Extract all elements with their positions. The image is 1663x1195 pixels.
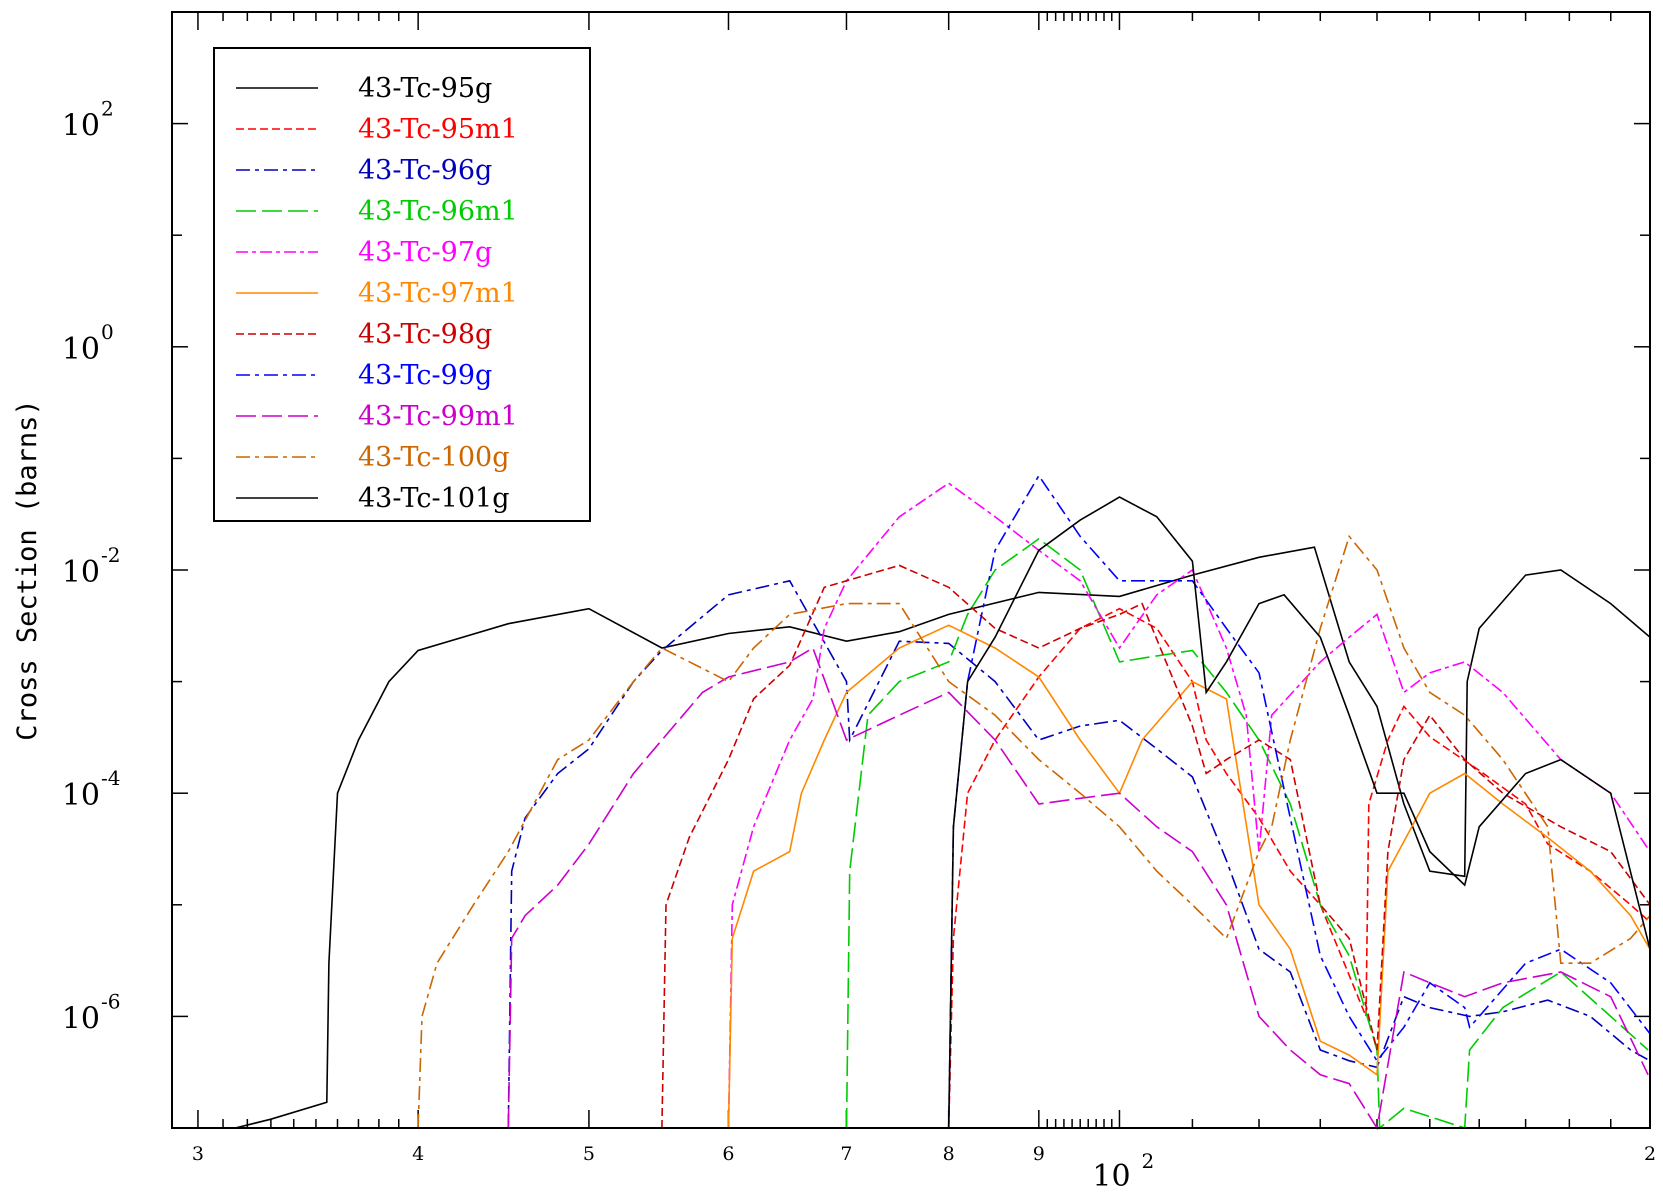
series-line-43-Tc-97g: [727, 482, 1651, 1129]
legend-entry-label: 43-Tc-99g: [358, 360, 492, 391]
legend-entry-label: 43-Tc-95m1: [358, 114, 518, 145]
series-layer: [235, 474, 1651, 1131]
legend: 43-Tc-95g 43-Tc-95m1 43-Tc-96g 43-Tc-96m1 43…: [213, 47, 591, 522]
y-tick-label-base: 10: [62, 778, 100, 813]
series-line-43-Tc-95g: [235, 546, 1651, 1129]
x-decade-label-base: 10: [1092, 1159, 1130, 1194]
y-tick-label-exp: -6: [101, 989, 120, 1013]
y-tick-label-exp: -4: [101, 766, 120, 790]
legend-entry-label: 43-Tc-101g: [358, 483, 510, 514]
series-line-43-Tc-99m1: [507, 646, 1649, 1131]
x-tick-label: 2: [1644, 1143, 1656, 1165]
series-line-43-Tc-99g: [947, 474, 1651, 1129]
legend-entry-label: 43-Tc-99m1: [358, 401, 518, 432]
y-tick-label-base: 10: [62, 555, 100, 590]
series-line-43-Tc-97m1: [727, 624, 1651, 1129]
x-tick-label: 4: [412, 1143, 424, 1165]
y-tick-label-exp: -2: [101, 543, 120, 567]
y-tick-label-exp: 2: [101, 97, 114, 121]
series-line-43-Tc-96m1: [845, 537, 1649, 1130]
y-tick-label-base: 10: [62, 109, 100, 144]
legend-box: [213, 47, 591, 522]
legend-entry-label: 43-Tc-97g: [358, 237, 492, 268]
legend-entry-label: 43-Tc-97m1: [358, 278, 518, 309]
x-tick-label: 8: [943, 1143, 955, 1165]
series-line-43-Tc-100g: [417, 534, 1651, 1129]
y-tick-label-base: 10: [62, 332, 100, 367]
x-decade-label-exp: 2: [1141, 1149, 1154, 1173]
legend-entry-label: 43-Tc-100g: [358, 442, 510, 473]
legend-entry-label: 43-Tc-96m1: [358, 196, 518, 227]
y-axis-label: Cross Section (barns): [12, 399, 43, 740]
legend-entry-label: 43-Tc-98g: [358, 319, 492, 350]
legend-entry-label: 43-Tc-95g: [358, 73, 492, 104]
series-line-43-Tc-101g: [947, 496, 1651, 1129]
legend-entry-label: 43-Tc-96g: [358, 155, 492, 186]
series-line-43-Tc-98g: [661, 564, 1651, 1129]
y-tick-label-exp: 0: [101, 320, 114, 344]
x-tick-label: 5: [583, 1143, 595, 1165]
x-tick-label: 6: [722, 1143, 734, 1165]
axis-ticks: [172, 11, 1651, 1129]
x-tick-label: 7: [840, 1143, 852, 1165]
x-tick-label: 3: [192, 1143, 204, 1165]
plot-frame: [171, 11, 1651, 1129]
y-tick-label-base: 10: [62, 1001, 100, 1036]
x-tick-label: 9: [1033, 1143, 1045, 1165]
